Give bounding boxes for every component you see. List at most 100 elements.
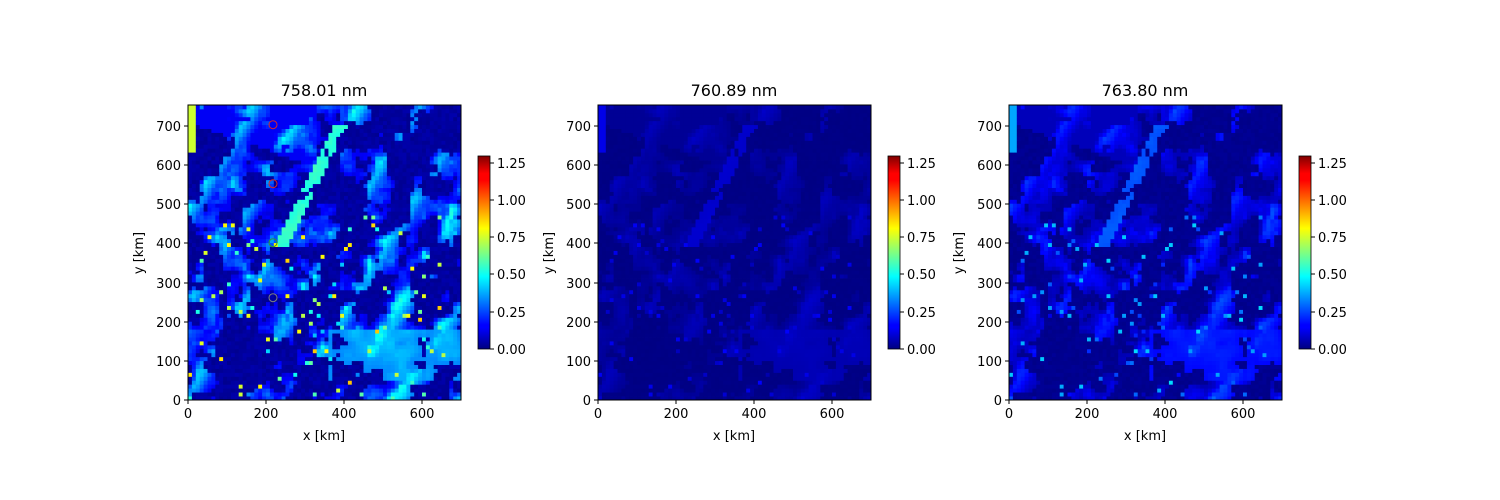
heatmap-cell — [394, 230, 399, 236]
heatmap-cell — [230, 364, 236, 369]
heatmap-cell — [266, 211, 271, 216]
heatmap-cell — [340, 341, 345, 346]
heatmap-cell — [406, 223, 411, 228]
heatmap-cell — [355, 274, 360, 279]
heatmap-cell — [445, 124, 450, 129]
heatmap-cell — [324, 160, 329, 165]
heatmap-cell — [433, 211, 438, 216]
heatmap-cell — [355, 183, 360, 188]
heatmap-cell — [445, 380, 450, 385]
heatmap-cell — [266, 246, 271, 251]
heatmap-cell — [340, 360, 345, 365]
heatmap-cell — [293, 352, 298, 358]
heatmap-cell — [262, 140, 267, 145]
heatmap-cell — [371, 341, 376, 346]
heatmap-cell — [250, 246, 255, 251]
heatmap-cell — [312, 207, 318, 212]
heatmap-cell — [207, 179, 212, 185]
heatmap-cell — [242, 329, 247, 334]
heatmap-cell — [207, 238, 212, 244]
heatmap-cell — [457, 376, 462, 381]
heatmap-cell — [425, 254, 431, 259]
heatmap-cell — [371, 305, 376, 310]
heatmap-cell — [312, 297, 318, 303]
heatmap-cell — [277, 341, 282, 346]
heatmap-cell — [277, 250, 282, 255]
heatmap-cell — [340, 301, 345, 306]
heatmap-cell — [273, 160, 279, 165]
heatmap-cell — [273, 215, 279, 220]
heatmap-cell — [285, 148, 290, 153]
heatmap-cell — [305, 262, 310, 267]
heatmap-cell — [227, 380, 232, 385]
heatmap-cell — [191, 124, 197, 129]
heatmap-cell — [351, 242, 357, 247]
heatmap-cell — [320, 329, 325, 334]
heatmap-cell — [211, 258, 216, 263]
heatmap-cell — [340, 285, 345, 291]
heatmap-cell — [246, 293, 251, 299]
heatmap-cell — [320, 164, 325, 169]
heatmap-cell — [293, 167, 298, 173]
heatmap-cell — [254, 282, 259, 287]
heatmap-cell — [215, 164, 220, 169]
heatmap-cell — [347, 187, 353, 192]
heatmap-cell — [223, 199, 228, 204]
heatmap-cell — [410, 289, 415, 295]
heatmap-cell — [242, 278, 247, 283]
heatmap-cell — [457, 183, 462, 188]
heatmap-cell — [246, 156, 251, 161]
heatmap-cell — [207, 258, 212, 263]
heatmap-cell — [230, 211, 236, 216]
heatmap-cell — [269, 124, 275, 129]
heatmap-cell — [269, 258, 275, 263]
heatmap-cell — [250, 392, 255, 397]
heatmap-cell — [406, 246, 411, 251]
heatmap-cell — [332, 207, 337, 212]
heatmap-cell — [406, 140, 411, 145]
heatmap-cell — [347, 223, 353, 228]
heatmap-cell — [191, 270, 197, 275]
heatmap-cell — [281, 333, 286, 338]
heatmap-cell — [383, 132, 388, 137]
heatmap-cell — [324, 195, 329, 200]
heatmap-cell — [441, 384, 446, 389]
heatmap-cell — [383, 392, 388, 397]
heatmap-cell — [293, 333, 298, 338]
heatmap-cell — [238, 211, 243, 216]
heatmap-cell — [230, 250, 236, 255]
heatmap-cell — [445, 238, 450, 244]
heatmap-cell — [262, 376, 267, 381]
heatmap-cell — [359, 171, 364, 177]
heatmap-cell — [367, 195, 372, 200]
heatmap-cell — [195, 282, 201, 287]
heatmap-cell — [453, 199, 458, 204]
heatmap-cell — [457, 144, 462, 149]
heatmap-cell — [422, 211, 427, 216]
heatmap-cell — [386, 195, 392, 200]
heatmap-cell — [410, 160, 415, 165]
heatmap-cell — [215, 258, 220, 263]
heatmap-cell — [269, 344, 275, 350]
heatmap-cell — [375, 360, 380, 365]
heatmap-cell — [332, 309, 337, 314]
heatmap-cell — [449, 132, 454, 137]
heatmap-cell — [254, 250, 259, 255]
heatmap-cell — [301, 128, 306, 133]
heatmap-cell — [223, 344, 228, 350]
heatmap-cell — [215, 262, 220, 267]
heatmap-cell — [394, 164, 399, 169]
heatmap-cell — [250, 376, 255, 381]
heatmap-cell — [449, 183, 454, 188]
heatmap-cell — [250, 167, 255, 173]
heatmap-cell — [301, 238, 306, 244]
heatmap-cell — [371, 274, 376, 279]
heatmap-cell — [351, 360, 357, 365]
heatmap-cell — [246, 297, 251, 303]
heatmap-cell — [316, 333, 321, 338]
heatmap-cell — [316, 258, 321, 263]
heatmap-cell — [344, 199, 349, 204]
heatmap-cell — [234, 207, 240, 212]
heatmap-cell — [355, 301, 360, 306]
heatmap-cell — [308, 258, 314, 263]
